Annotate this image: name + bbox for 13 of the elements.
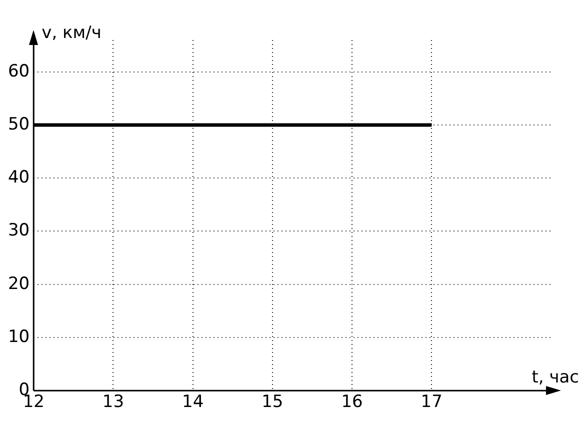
y-axis-title: v, км/ч: [42, 22, 102, 43]
x-axis-title: t, час: [532, 368, 579, 388]
x-tick-label: 15: [262, 392, 284, 412]
y-tick-label: 10: [8, 326, 30, 347]
y-tick-label: 50: [8, 114, 30, 134]
y-tick-label: 30: [8, 220, 30, 241]
y-tick-label: 40: [8, 168, 30, 188]
x-tick-label: 14: [182, 392, 204, 412]
y-tick-label: 20: [8, 274, 30, 294]
y-tick-label: 60: [8, 61, 30, 82]
x-tick-label: 17: [420, 392, 442, 412]
x-tick-label: 16: [341, 392, 363, 412]
x-tick-label: 13: [102, 392, 124, 412]
